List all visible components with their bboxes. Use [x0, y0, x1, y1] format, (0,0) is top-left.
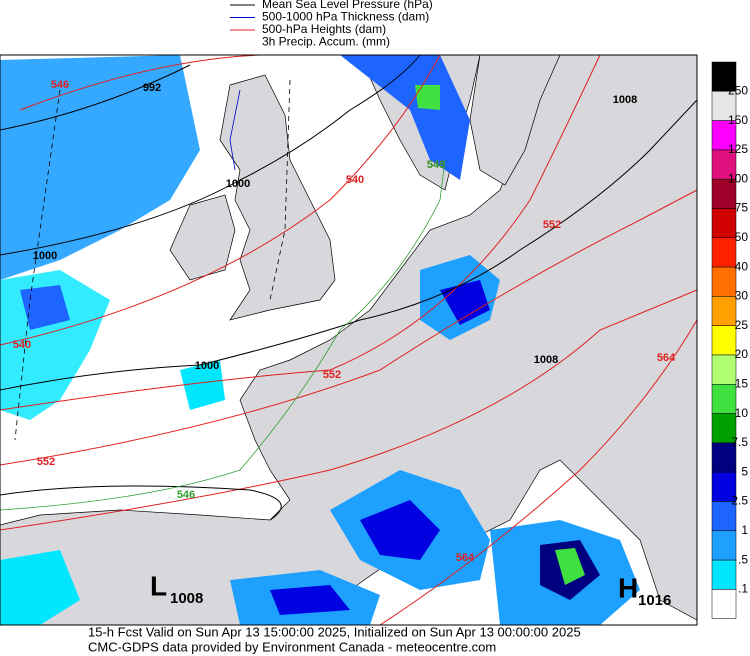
contour-label: 564 [657, 352, 676, 364]
colorbar-label: 20 [735, 347, 749, 361]
contour-label: 552 [323, 369, 341, 381]
colorbar-label: 1 [741, 523, 748, 537]
colorbar-box [711, 559, 737, 590]
colorbar-box [711, 208, 737, 239]
contour-label: 546 [51, 79, 69, 91]
contour-label: 540 [346, 174, 364, 186]
colorbar-label: 15 [735, 376, 749, 390]
footer-line: 15-h Fcst Valid on Sun Apr 13 15:00:00 2… [88, 624, 581, 639]
britain [219, 74, 336, 321]
colorbar-box [711, 61, 737, 92]
contour-label: 540 [13, 339, 31, 351]
colorbar-box [711, 266, 737, 297]
colorbar: 250 150 125 100 75 50 40 30 25 20 15 10 7.5 5 2.5 1 .5 .1 [711, 61, 749, 619]
contour-labels: 546 992 1000 1000 540 1008 1000 546 552 552 552 546… [13, 79, 676, 564]
colorbar-label: 75 [735, 201, 749, 215]
map-frame [0, 54, 698, 626]
contour-label: 1000 [226, 178, 250, 190]
contour-label: 546 [427, 159, 445, 171]
legend: Mean Sea Level Pressure (hPa)500-1000 hP… [230, 0, 433, 49]
colorbar-box [711, 149, 737, 180]
colorbar-label: 50 [735, 230, 749, 244]
contour-label: 552 [37, 456, 55, 468]
colorbar-label: 25 [735, 318, 749, 332]
footer: 15-h Fcst Valid on Sun Apr 13 15:00:00 2… [88, 624, 581, 654]
colorbar-label: 7.5 [731, 435, 748, 449]
contours [0, 54, 698, 626]
colorbar-box [711, 354, 737, 385]
colorbar-box [711, 237, 737, 268]
contour-label: 552 [543, 219, 561, 231]
colorbar-label: 40 [735, 259, 749, 273]
contour-label: 992 [143, 82, 161, 94]
center-value: 1008 [170, 590, 203, 607]
contour-label: 1008 [534, 354, 558, 366]
colorbar-label: 10 [735, 406, 749, 420]
contour-label: 564 [456, 552, 475, 564]
colorbar-box [711, 178, 737, 209]
legend-label: 500-hPa Heights (dam) [262, 22, 386, 36]
contour-label: 1008 [613, 94, 637, 106]
center-value: 1016 [638, 592, 671, 609]
contour-label: 1000 [195, 360, 219, 372]
colorbar-label: .5 [738, 552, 748, 566]
colorbar-label: 250 [728, 83, 748, 97]
colorbar-box [711, 530, 737, 561]
colorbar-box [711, 589, 737, 619]
colorbar-box [711, 91, 737, 121]
pressure-centers: L 1008 H 1016 [150, 570, 671, 609]
colorbar-box [711, 501, 737, 532]
legend-label: 3h Precip. Accum. (mm) [262, 35, 390, 49]
center-letter: H [618, 572, 638, 603]
colorbar-label: 30 [735, 289, 749, 303]
colorbar-label: 150 [728, 113, 748, 127]
map [0, 54, 698, 626]
colorbar-box [711, 296, 737, 326]
colorbar-label: 100 [728, 171, 748, 185]
ireland [169, 194, 236, 281]
colorbar-box [711, 120, 737, 151]
colorbar-box [711, 325, 737, 356]
contour-label: 546 [427, 159, 445, 171]
center-letter: L [150, 570, 167, 601]
colorbar-label: 5 [741, 464, 748, 478]
colorbar-box [711, 442, 737, 473]
continent [0, 54, 698, 626]
contour-label: 1000 [33, 250, 57, 262]
footer-line: CMC-GDPS data provided by Environment Ca… [88, 639, 496, 654]
legend-label: Mean Sea Level Pressure (hPa) [262, 0, 433, 11]
colorbar-box [711, 384, 737, 414]
colorbar-box [711, 413, 737, 444]
colorbar-label: .1 [738, 582, 748, 596]
contour-label: 546 [177, 489, 195, 501]
legend-label: 500-1000 hPa Thickness (dam) [262, 10, 429, 24]
precipitation [0, 55, 640, 625]
colorbar-label: 2.5 [731, 494, 748, 508]
colorbar-label: 125 [728, 142, 748, 156]
sweden [469, 54, 561, 186]
